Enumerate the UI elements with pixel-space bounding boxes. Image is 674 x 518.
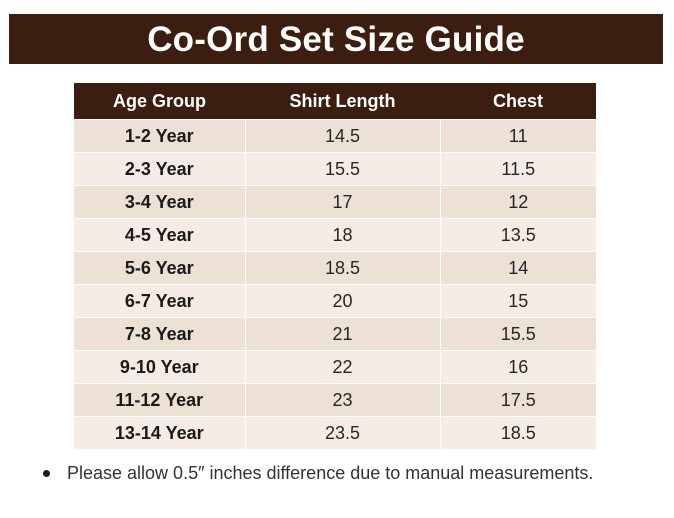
age-group-cell: 1-2 Year [74,119,246,153]
age-group-cell: 6-7 Year [74,284,246,318]
table-row: 7-8 Year 21 15.5 [74,317,596,351]
table-row: 5-6 Year 18.5 14 [74,251,596,285]
table-row: 11-12 Year 23 17.5 [74,383,596,417]
chest-cell: 18.5 [440,416,596,449]
age-group-cell: 9-10 Year [74,350,246,384]
shirt-length-cell: 22 [245,350,441,384]
measurement-note: Please allow 0.5″ inches difference due … [40,463,593,484]
table-row: 6-7 Year 20 15 [74,284,596,318]
table-row: 1-2 Year 14.5 11 [74,119,596,153]
age-group-cell: 7-8 Year [74,317,246,351]
page-title: Co-Ord Set Size Guide [147,19,525,59]
chest-cell: 16 [440,350,596,384]
table-row: 9-10 Year 22 16 [74,350,596,384]
table-header-row: Age Group Shirt Length Chest [74,83,596,120]
shirt-length-cell: 15.5 [245,152,441,186]
age-group-cell: 5-6 Year [74,251,246,285]
chest-cell: 15.5 [440,317,596,351]
column-header-age-group: Age Group [74,83,245,120]
chest-cell: 12 [440,185,596,219]
table-row: 4-5 Year 18 13.5 [74,218,596,252]
chest-cell: 13.5 [440,218,596,252]
size-guide-table: Age Group Shirt Length Chest 1-2 Year 14.… [74,83,596,449]
title-banner: Co-Ord Set Size Guide [9,14,663,64]
column-header-shirt-length: Shirt Length [245,83,440,120]
chest-cell: 17.5 [440,383,596,417]
chest-cell: 11 [440,119,596,153]
chest-cell: 14 [440,251,596,285]
age-group-cell: 4-5 Year [74,218,246,252]
chest-cell: 15 [440,284,596,318]
chest-cell: 11.5 [440,152,596,186]
column-header-chest: Chest [440,83,596,120]
table-row: 2-3 Year 15.5 11.5 [74,152,596,186]
age-group-cell: 13-14 Year [74,416,246,449]
shirt-length-cell: 14.5 [245,119,441,153]
age-group-cell: 11-12 Year [74,383,246,417]
shirt-length-cell: 21 [245,317,441,351]
shirt-length-cell: 18.5 [245,251,441,285]
measurement-note-text: Please allow 0.5″ inches difference due … [67,463,594,483]
bullet-icon [43,470,50,477]
shirt-length-cell: 20 [245,284,441,318]
shirt-length-cell: 23 [245,383,441,417]
table-row: 3-4 Year 17 12 [74,185,596,219]
shirt-length-cell: 18 [245,218,441,252]
age-group-cell: 2-3 Year [74,152,246,186]
shirt-length-cell: 17 [245,185,441,219]
age-group-cell: 3-4 Year [74,185,246,219]
table-row: 13-14 Year 23.5 18.5 [74,416,596,449]
shirt-length-cell: 23.5 [245,416,441,449]
